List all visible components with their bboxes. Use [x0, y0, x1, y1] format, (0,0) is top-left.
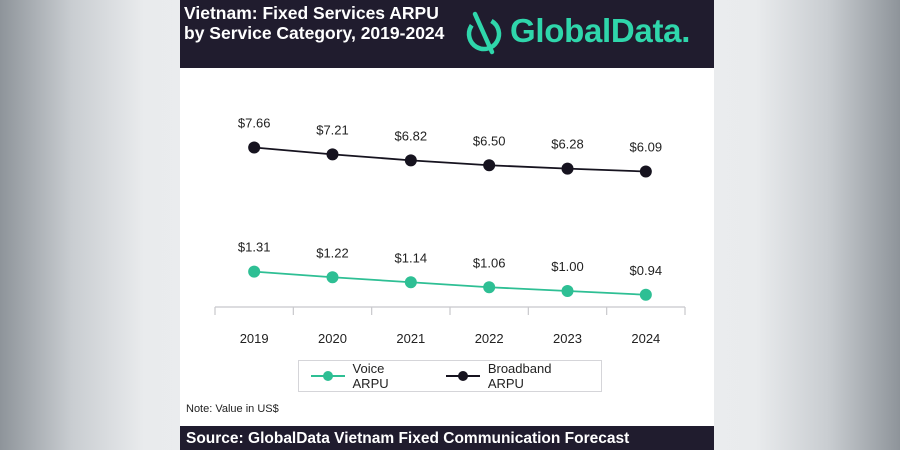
- data-label: $1.00: [551, 259, 584, 274]
- data-label: $6.09: [630, 140, 663, 155]
- data-point: [404, 276, 417, 289]
- data-point: [326, 148, 339, 161]
- data-point: [483, 281, 496, 294]
- legend-swatch-voice: [311, 371, 345, 381]
- legend-item-broadband: Broadband ARPU: [446, 361, 589, 391]
- data-point: [483, 159, 496, 172]
- data-point: [248, 265, 261, 278]
- data-label: $1.22: [316, 245, 349, 260]
- data-label: $1.31: [238, 240, 271, 255]
- data-label: $7.21: [316, 122, 349, 137]
- x-tick-label: 2021: [396, 331, 425, 346]
- data-label: $0.94: [630, 263, 663, 278]
- data-point: [248, 141, 261, 154]
- line-chart: 2019 2020 2021 2022 2023 2024 $1.31 $1.22 $1.14 $…: [214, 116, 686, 346]
- x-tick-label: 2019: [240, 331, 269, 346]
- legend-swatch-broadband: [446, 371, 480, 381]
- x-tick-label: 2022: [475, 331, 504, 346]
- x-tick-label: 2023: [553, 331, 582, 346]
- chart-header: Vietnam: Fixed Services ARPU by Service …: [180, 0, 714, 68]
- globaldata-logo: GlobalData.: [462, 8, 712, 56]
- legend-item-voice: Voice ARPU: [311, 361, 422, 391]
- legend-label-broadband: Broadband ARPU: [487, 361, 552, 391]
- series-line-broadband: [254, 146, 646, 173]
- series-line-voice: [254, 270, 646, 296]
- data-point: [326, 271, 339, 284]
- chart-card: Vietnam: Fixed Services ARPU by Service …: [180, 0, 714, 450]
- data-label: $6.50: [473, 133, 506, 148]
- data-point: [561, 162, 574, 175]
- chart-note: Note: Value in US$: [186, 403, 279, 415]
- chart-legend: Voice ARPU Broadband ARPU: [298, 360, 602, 392]
- data-point: [639, 288, 652, 301]
- data-point: [561, 285, 574, 297]
- data-label: $6.28: [551, 137, 584, 152]
- brand-name: GlobalData.: [510, 12, 691, 49]
- x-tick-label: 2024: [631, 331, 660, 346]
- data-point: [639, 165, 652, 178]
- chart-title: Vietnam: Fixed Services ARPU by Service …: [184, 3, 445, 43]
- chart-source: Source: GlobalData Vietnam Fixed Communi…: [180, 426, 714, 450]
- data-label: $1.14: [395, 250, 428, 265]
- data-label: $1.06: [473, 255, 506, 270]
- data-label: $7.66: [238, 116, 271, 131]
- globaldata-logo-icon: [466, 11, 502, 55]
- data-point: [404, 154, 417, 167]
- legend-label-voice: Voice ARPU: [352, 361, 389, 391]
- x-tick-label: 2020: [318, 331, 347, 346]
- data-label: $6.82: [395, 128, 428, 143]
